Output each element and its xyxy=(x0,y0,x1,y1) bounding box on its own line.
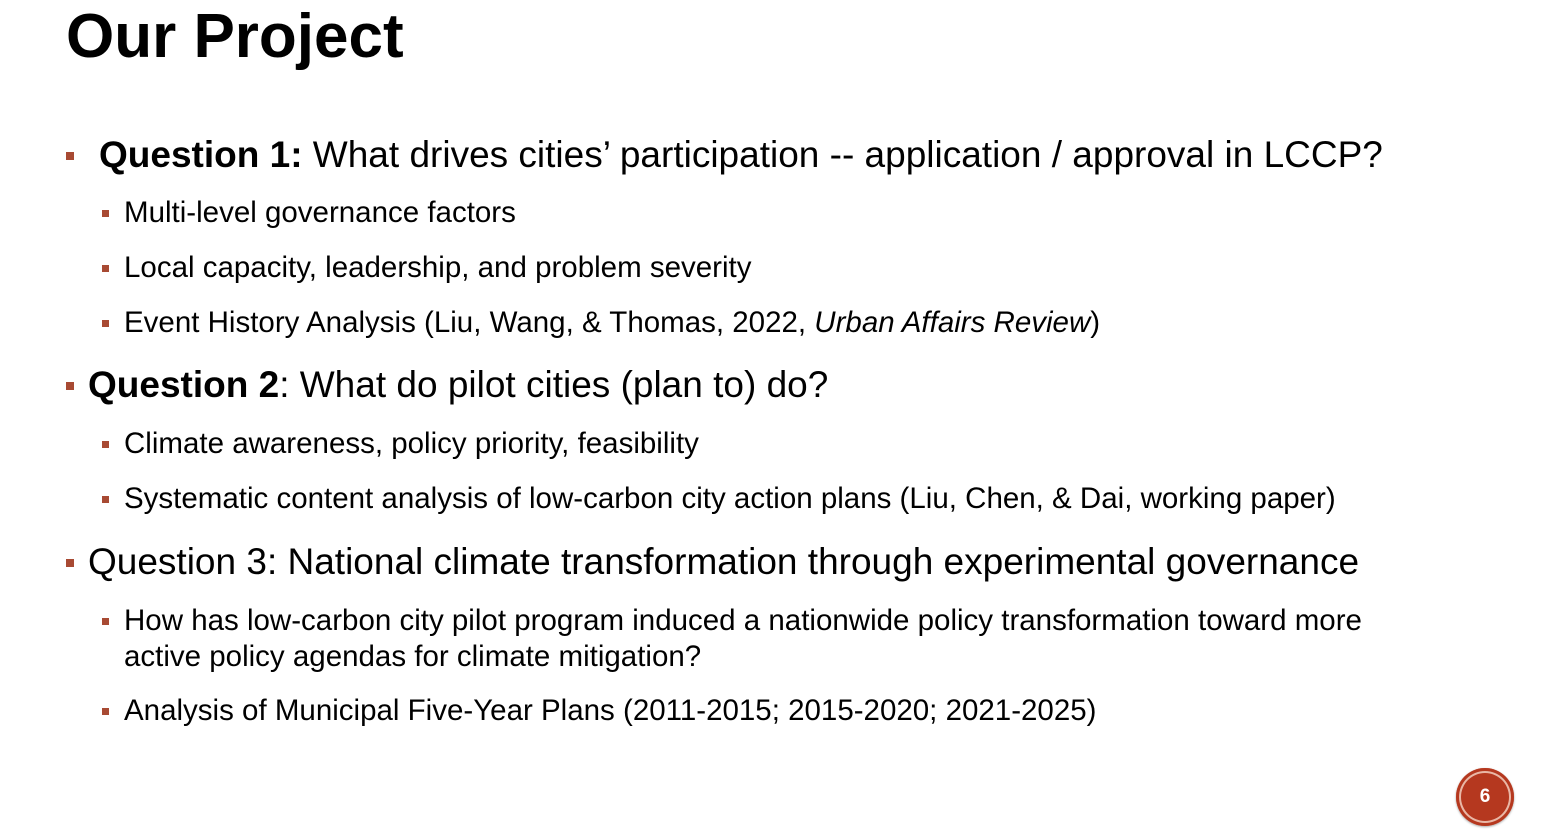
bullet-text: Question 2: What do pilot cities (plan t… xyxy=(88,363,828,407)
bullet-text: Question 1: What drives cities’ particip… xyxy=(99,133,1383,177)
sub-bullet-text: Analysis of Municipal Five-Year Plans (2… xyxy=(124,694,1097,727)
sub-bullet-text: Systematic content analysis of low-carbo… xyxy=(124,482,1336,515)
journal-name: Urban Affairs Review xyxy=(814,306,1091,339)
bullet-marker xyxy=(102,708,109,715)
bullet-marker xyxy=(102,496,109,503)
sub-bullet-text: Event History Analysis (Liu, Wang, & Tho… xyxy=(124,305,1100,341)
bullet-marker xyxy=(102,320,109,327)
bullet-marker xyxy=(102,265,109,272)
bullet-marker xyxy=(66,559,74,567)
sub-bullet-text: How has low-carbon city pilot program in… xyxy=(124,604,1362,673)
bullet-marker xyxy=(102,441,109,448)
bullet-marker xyxy=(66,152,74,160)
bullet-marker xyxy=(66,382,74,390)
question-label: Question 1: xyxy=(99,134,303,175)
sub-bullet-text: Climate awareness, policy priority, feas… xyxy=(124,427,699,460)
slide-title: Our Project xyxy=(66,2,404,71)
question-text: What drives cities’ participation -- app… xyxy=(302,134,1383,175)
question-label: Question 2 xyxy=(88,364,280,405)
sub-bullet-text: Local capacity, leadership, and problem … xyxy=(124,251,752,284)
citation-suffix: ) xyxy=(1090,306,1101,339)
bullet-marker xyxy=(102,210,109,217)
bullet-marker xyxy=(102,618,109,625)
question-text: Question 3: National climate transformat… xyxy=(88,541,1360,582)
citation-prefix: Event History Analysis (Liu, Wang, & Tho… xyxy=(124,306,815,339)
question-text: : What do pilot cities (plan to) do? xyxy=(279,364,829,405)
sub-bullet-text: Multi-level governance factors xyxy=(124,196,516,229)
page-number-badge: 6 xyxy=(1456,768,1514,826)
